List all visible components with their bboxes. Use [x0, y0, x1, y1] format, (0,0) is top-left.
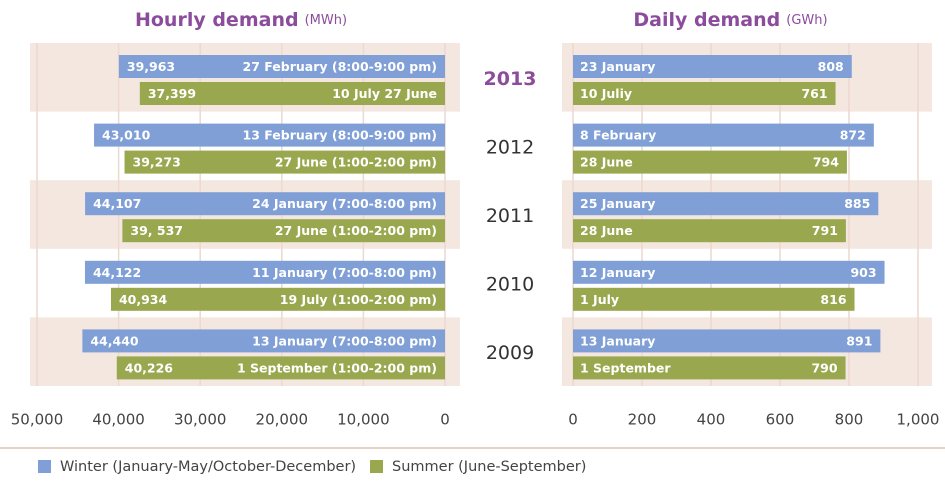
category-label: 2013 [484, 68, 537, 90]
date-label: 13 January (7:00-8:00 pm) [252, 333, 437, 348]
date-label: 11 January (7:00-8:00 pm) [252, 265, 437, 280]
title-text: Hourly demand [135, 9, 299, 31]
value-label: 816 [820, 292, 846, 307]
legend-swatch [370, 460, 383, 473]
bar [573, 192, 879, 216]
bar [139, 82, 445, 105]
x-tick-label: 30,000 [174, 411, 227, 429]
value-label: 39,963 [127, 59, 175, 74]
unit-text: (GWh) [786, 13, 827, 28]
date-label: 25 January [580, 196, 655, 211]
value-label: 40,934 [119, 292, 168, 307]
value-label: 790 [811, 360, 837, 375]
bar [116, 356, 446, 380]
bar [94, 123, 446, 147]
date-label: 19 July (1:00-2:00 pm) [280, 292, 437, 307]
date-label: 24 January (7:00-8:00 pm) [252, 196, 437, 211]
date-label: 13 February (8:00-9:00 pm) [243, 128, 438, 143]
value-label: 44,122 [93, 265, 141, 280]
category-label: 2009 [486, 342, 534, 364]
bar [573, 219, 846, 243]
date-label: 1 September (1:00-2:00 pm) [237, 360, 437, 375]
category-label: 2010 [486, 274, 534, 296]
x-tick-label: 800 [835, 411, 864, 429]
date-label: 10 July 27 June [332, 86, 437, 101]
bar [573, 123, 874, 147]
unit-text: (MWh) [305, 13, 347, 28]
bar [82, 329, 445, 353]
category-label: 2012 [486, 136, 534, 158]
value-label: 903 [850, 265, 876, 280]
category-label: 2011 [486, 205, 534, 227]
value-label: 39,273 [133, 155, 181, 170]
bar [85, 192, 445, 216]
date-label: 10 Juliy [580, 86, 632, 101]
date-label: 1 September [580, 360, 671, 375]
value-label: 872 [840, 128, 866, 143]
bar [573, 82, 836, 105]
value-label: 885 [844, 196, 870, 211]
bar [573, 55, 852, 78]
x-tick-label: 1,000 [897, 411, 940, 429]
date-label: 27 June (1:00-2:00 pm) [275, 155, 437, 170]
date-label: 13 January [580, 333, 655, 348]
date-label: 23 January [580, 59, 655, 74]
bar [573, 287, 855, 311]
value-label: 808 [818, 59, 844, 74]
date-label: 28 June [580, 155, 633, 170]
value-label: 44,440 [90, 333, 139, 348]
bar [573, 356, 846, 380]
bar [573, 329, 881, 353]
value-label: 43,010 [102, 128, 151, 143]
title-text: Daily demand [633, 9, 780, 31]
date-label: 28 June [580, 223, 633, 238]
value-label: 761 [801, 86, 827, 101]
legend-label: Winter (January-May/October-December) [60, 459, 356, 475]
x-tick-label: 0 [568, 411, 578, 429]
legend-swatch [38, 460, 51, 473]
date-label: 27 June (1:00-2:00 pm) [275, 223, 437, 238]
bar [124, 150, 445, 174]
x-tick-label: 20,000 [256, 411, 309, 429]
date-label: 1 July [580, 292, 619, 307]
value-label: 40,226 [125, 360, 174, 375]
bar [84, 260, 445, 284]
value-label: 791 [812, 223, 838, 238]
legend-label: Summer (June-September) [392, 459, 586, 475]
x-tick-label: 40,000 [92, 411, 145, 429]
date-label: 8 February [580, 128, 656, 143]
value-label: 794 [813, 155, 839, 170]
chart-title: Hourly demand (MWh) [135, 9, 347, 31]
value-label: 891 [846, 333, 872, 348]
value-label: 37,399 [148, 86, 196, 101]
date-label: 27 February (8:00-9:00 pm) [243, 59, 438, 74]
bar [118, 55, 445, 78]
x-tick-label: 400 [697, 411, 726, 429]
x-tick-label: 0 [440, 411, 450, 429]
bar [122, 219, 445, 243]
x-tick-label: 10,000 [337, 411, 390, 429]
bar [110, 287, 445, 311]
value-label: 39, 537 [130, 223, 183, 238]
bar [573, 150, 847, 174]
x-tick-label: 200 [628, 411, 657, 429]
date-label: 12 January [580, 265, 655, 280]
bar [573, 260, 885, 284]
x-tick-label: 50,000 [11, 411, 64, 429]
x-tick-label: 600 [766, 411, 795, 429]
chart-title: Daily demand (GWh) [633, 9, 827, 31]
value-label: 44,107 [93, 196, 141, 211]
